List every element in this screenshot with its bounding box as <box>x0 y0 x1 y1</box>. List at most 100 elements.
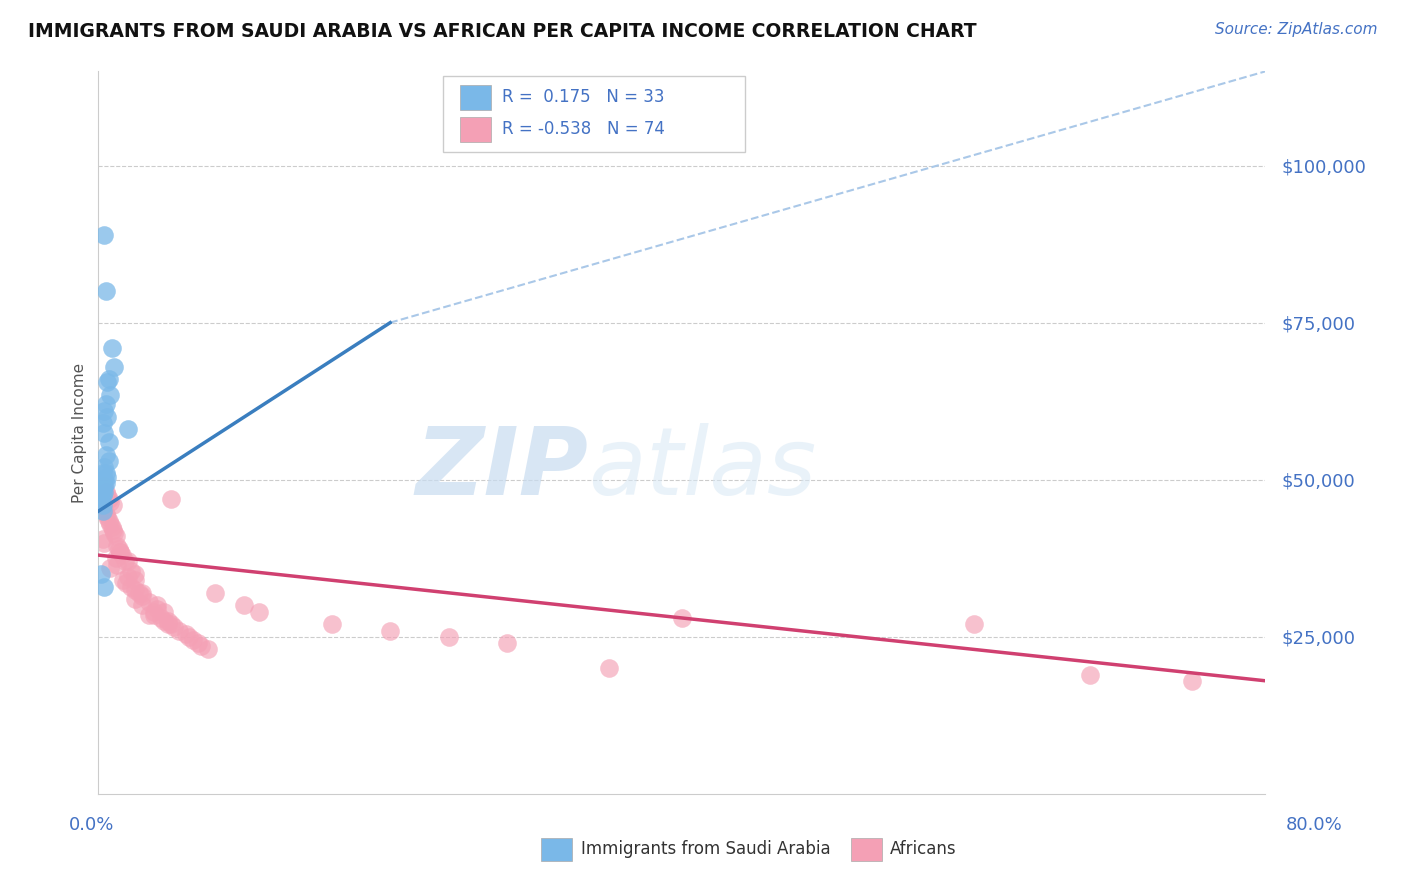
Point <box>96 376 118 390</box>
Point <box>115 576 138 591</box>
Point <box>120 564 142 578</box>
Point <box>103 359 125 374</box>
Point <box>112 574 135 588</box>
Point <box>117 570 139 584</box>
Point <box>150 611 173 625</box>
Point <box>98 560 121 574</box>
Point <box>93 425 115 440</box>
Point <box>131 586 153 600</box>
Point <box>157 617 180 632</box>
Point <box>146 601 169 615</box>
Point <box>142 607 165 622</box>
Point <box>104 551 127 566</box>
Point <box>93 460 115 475</box>
Point <box>91 473 114 487</box>
Point <box>90 566 112 581</box>
Point <box>124 574 146 588</box>
Point <box>97 435 120 450</box>
Point <box>91 416 114 430</box>
Text: R =  0.175   N = 33: R = 0.175 N = 33 <box>502 88 665 106</box>
Point <box>98 494 121 508</box>
Text: Africans: Africans <box>890 840 956 858</box>
Point <box>131 599 153 613</box>
Point <box>160 491 183 506</box>
Point <box>128 586 150 600</box>
Point <box>153 605 176 619</box>
Point <box>146 599 169 613</box>
Point <box>93 479 115 493</box>
Point <box>100 520 122 534</box>
Point <box>93 504 115 518</box>
Point <box>101 498 124 512</box>
Point <box>96 488 118 502</box>
Text: R = -0.538   N = 74: R = -0.538 N = 74 <box>502 120 665 138</box>
Point <box>131 589 153 603</box>
Point <box>100 341 122 355</box>
Point <box>110 545 132 559</box>
Point <box>91 498 114 512</box>
Text: Source: ZipAtlas.com: Source: ZipAtlas.com <box>1215 22 1378 37</box>
Point <box>163 620 186 634</box>
Point <box>93 403 115 417</box>
Point <box>97 514 120 528</box>
Point <box>91 482 114 496</box>
Text: 80.0%: 80.0% <box>1286 816 1343 834</box>
Point <box>1181 673 1204 688</box>
Point <box>1080 667 1102 681</box>
Text: Immigrants from Saudi Arabia: Immigrants from Saudi Arabia <box>581 840 831 858</box>
Point <box>91 533 114 547</box>
Point <box>962 617 984 632</box>
Point <box>671 611 693 625</box>
Point <box>114 554 136 568</box>
Point <box>153 614 176 628</box>
Point <box>437 630 460 644</box>
Point <box>94 397 117 411</box>
Point <box>157 614 180 628</box>
Point <box>90 485 112 500</box>
Point <box>94 475 117 490</box>
Point <box>98 388 121 402</box>
Point <box>94 508 117 522</box>
Point <box>103 526 125 541</box>
Point <box>110 545 132 559</box>
Text: ZIP: ZIP <box>416 423 589 515</box>
Text: 0.0%: 0.0% <box>69 816 114 834</box>
Point <box>190 639 212 653</box>
Point <box>174 626 197 640</box>
Point <box>124 566 146 581</box>
Point <box>93 479 115 493</box>
Point <box>98 516 121 531</box>
Point <box>97 454 120 468</box>
Point <box>105 558 128 572</box>
Point <box>321 617 343 632</box>
Point <box>97 372 120 386</box>
Point <box>94 285 117 299</box>
Point <box>124 582 146 597</box>
Point <box>94 448 117 462</box>
Point <box>496 636 519 650</box>
Point <box>138 607 160 622</box>
Point <box>117 422 139 436</box>
Text: IMMIGRANTS FROM SAUDI ARABIA VS AFRICAN PER CAPITA INCOME CORRELATION CHART: IMMIGRANTS FROM SAUDI ARABIA VS AFRICAN … <box>28 22 977 41</box>
Point <box>93 535 115 549</box>
Point <box>97 491 120 506</box>
Point <box>247 605 270 619</box>
Point <box>120 580 142 594</box>
Point <box>93 485 115 500</box>
Point <box>187 636 209 650</box>
Point <box>96 510 118 524</box>
Point <box>93 227 115 242</box>
Point <box>101 523 124 537</box>
Point <box>108 541 131 556</box>
Point <box>104 529 127 543</box>
Point <box>91 501 114 516</box>
Point <box>197 642 219 657</box>
Point <box>204 586 226 600</box>
Point <box>91 504 114 518</box>
Point <box>96 469 118 483</box>
Point <box>233 599 256 613</box>
Point <box>160 617 183 632</box>
Point <box>105 539 128 553</box>
Point <box>111 548 134 562</box>
Y-axis label: Per Capita Income: Per Capita Income <box>72 362 87 503</box>
